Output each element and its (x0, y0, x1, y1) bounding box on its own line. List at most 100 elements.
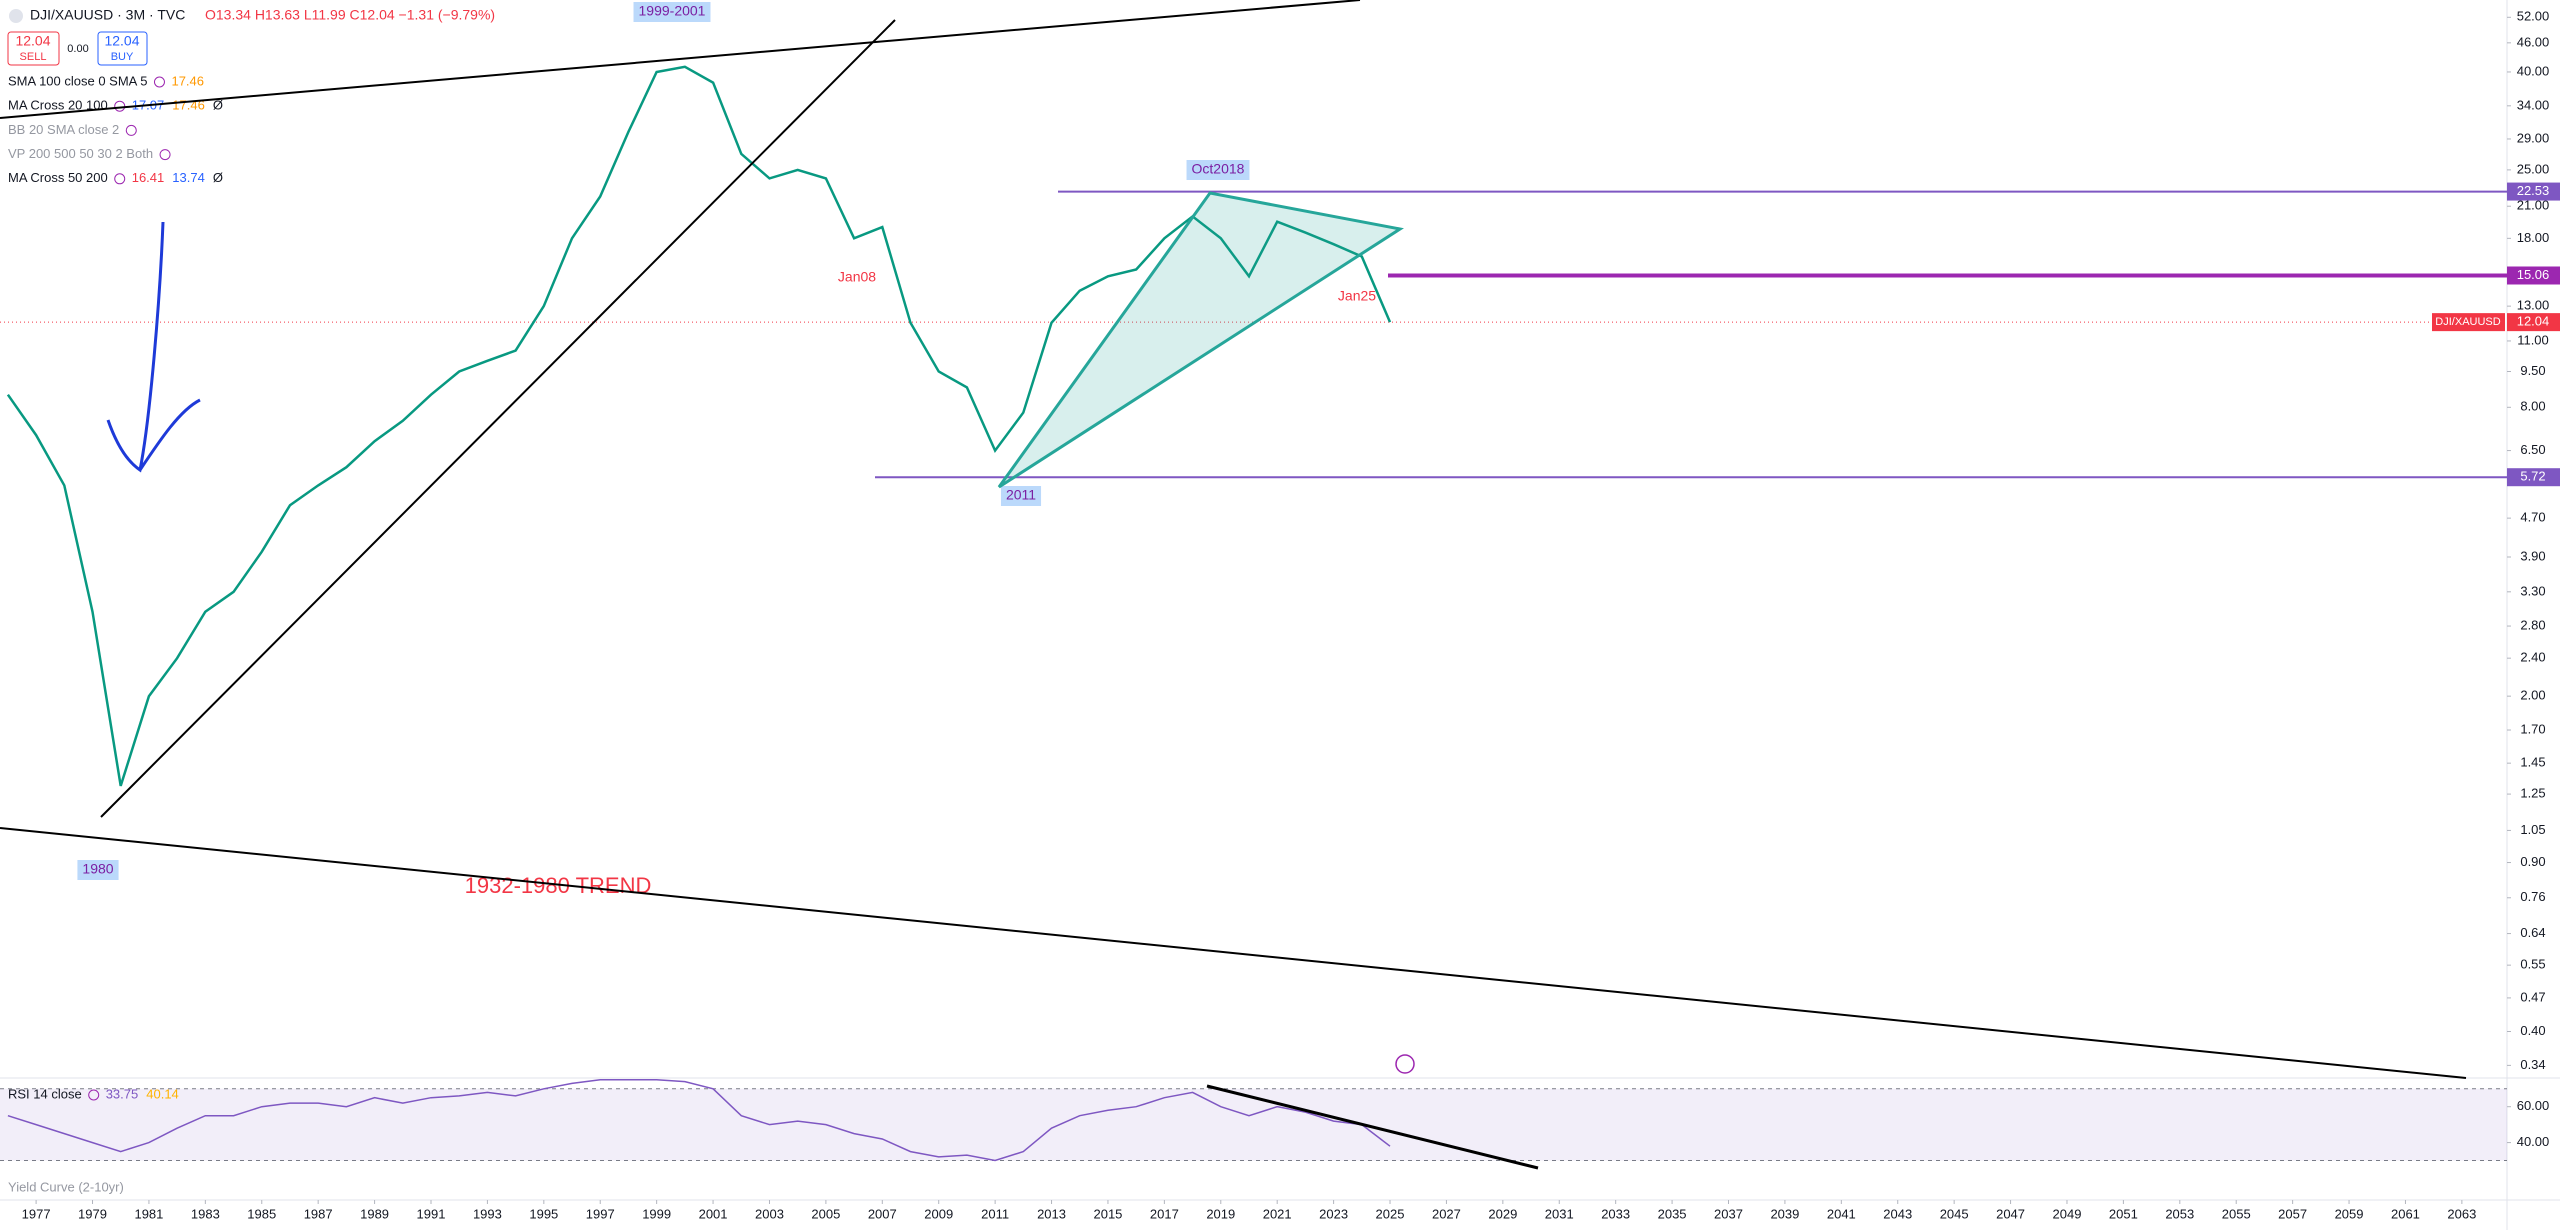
last-price-tag (2507, 313, 2560, 332)
buy-button[interactable]: 12.04 BUY (97, 31, 148, 66)
symbol-icon (9, 9, 23, 23)
annotation: 1999-2001 (639, 3, 706, 19)
ohlc: O13.34 H13.63 L11.99 C12.04 −1.31 (−9.79… (205, 7, 495, 23)
indicator-name[interactable]: BB 20 SMA close 2 (8, 122, 119, 137)
y-tick-label: 9.50 (2520, 363, 2545, 378)
x-tick-label: 2019 (1206, 1206, 1235, 1221)
x-tick-label: 2045 (1940, 1206, 1969, 1221)
indicator-value: 13.74 (172, 170, 205, 185)
indicator-settings-icon[interactable] (153, 76, 165, 88)
y-tick-label: 0.55 (2520, 957, 2545, 972)
indicator-settings-icon[interactable] (159, 149, 171, 161)
x-tick-label: 2055 (2222, 1206, 2251, 1221)
indicator-list: SMA 100 close 0 SMA 5 17.46 MA Cross 20 10… (8, 73, 223, 185)
x-tick-label: 2021 (1263, 1206, 1292, 1221)
x-tick-label: 2015 (1093, 1206, 1122, 1221)
indicator-value: 17.46 (171, 73, 204, 88)
level-tag-label: 5.72 (2520, 469, 2545, 484)
sell-box[interactable] (7, 31, 60, 66)
x-tick-label: 2041 (1827, 1206, 1856, 1221)
y-tick-label: 0.40 (2520, 1023, 2545, 1038)
x-tick-label: 2011 (981, 1206, 1009, 1221)
y-tick-label: 2.00 (2520, 688, 2545, 703)
x-tick-label: 2017 (1150, 1206, 1179, 1221)
annotation: Jan25 (1338, 288, 1376, 304)
y-tick-label: 2.80 (2520, 617, 2545, 632)
rsi-line (7, 1079, 1391, 1162)
x-tick-label: 2025 (1376, 1206, 1405, 1221)
y-tick-label: 1.25 (2520, 786, 2545, 801)
y-tick-label: 1.05 (2520, 822, 2545, 837)
indicator-name[interactable]: SMA 100 close 0 SMA 5 (8, 73, 147, 88)
y-tick-label: 1.45 (2520, 755, 2545, 770)
x-tick-label: 1997 (586, 1206, 615, 1221)
symbol: DJI/XAUUSD · 3M · TVC (30, 7, 185, 23)
indicator-name[interactable]: MA Cross 20 100 (8, 98, 108, 113)
x-tick-label: 1989 (360, 1206, 389, 1221)
level-tag-label: 15.06 (2517, 267, 2550, 282)
x-tick-label: 2035 (1658, 1206, 1687, 1221)
x-tick-label: 2003 (755, 1206, 784, 1221)
buy-label[interactable]: BUY (111, 51, 134, 63)
x-tick-label: 1983 (191, 1206, 220, 1221)
x-tick-label: 2031 (1545, 1206, 1574, 1221)
y-tick-label: 3.90 (2520, 548, 2545, 563)
x-tick-label: 1999 (642, 1206, 671, 1221)
overlay-label: Yield Curve (2-10yr) (8, 1179, 124, 1194)
x-tick-label: 2047 (1996, 1206, 2025, 1221)
x-tick-label: 1995 (529, 1206, 558, 1221)
sell-price[interactable]: 12.04 (15, 33, 50, 49)
y-tick-label: 2.40 (2520, 650, 2545, 665)
rsi-title: RSI 14 close (8, 1086, 82, 1101)
indicator-name[interactable]: MA Cross 50 200 (8, 170, 108, 185)
alert-icon (1395, 1054, 1415, 1074)
level-tag (2507, 266, 2560, 285)
indicator-settings-icon[interactable] (88, 1089, 100, 1101)
x-tick-label: 1981 (134, 1206, 163, 1221)
trend-line (0, 827, 2467, 1079)
hand-drawing (106, 221, 201, 473)
level-tag (2507, 468, 2560, 487)
x-tick-label: 2051 (2109, 1206, 2138, 1221)
x-tick-label: 1991 (417, 1206, 446, 1221)
annotation-box (633, 2, 711, 22)
buy-box[interactable] (97, 31, 148, 66)
y-tick-label: 0.34 (2520, 1057, 2545, 1072)
x-tick-label: 2049 (2053, 1206, 2082, 1221)
y-tick-label: 3.30 (2520, 583, 2545, 598)
y-tick-label: 0.47 (2520, 989, 2545, 1004)
indicator-name[interactable]: VP 200 500 50 30 2 Both (8, 146, 153, 161)
y-tick-label: 52.00 (2517, 9, 2550, 24)
x-tick-label: 2001 (699, 1206, 728, 1221)
y-tick-label: 4.70 (2520, 510, 2545, 525)
x-tick-label: 2033 (1601, 1206, 1630, 1221)
annotation-box (1000, 486, 1042, 506)
x-tick-label: 2027 (1432, 1206, 1461, 1221)
x-tick-label: 2053 (2165, 1206, 2194, 1221)
indicator-value: 16.41 (132, 170, 165, 185)
annotation-box (1186, 160, 1250, 180)
level-tag-label: 22.53 (2517, 183, 2550, 198)
rsi-band (0, 1088, 2507, 1161)
y-tick-label: 8.00 (2520, 399, 2545, 414)
y-tick-label: 0.90 (2520, 854, 2545, 869)
y-tick-label: 0.76 (2520, 889, 2545, 904)
x-tick-label: 1977 (22, 1206, 51, 1221)
annotation-box (77, 860, 119, 880)
sell-label[interactable]: SELL (20, 51, 47, 63)
indicator-value: Ø (213, 170, 223, 185)
x-tick-label: 2061 (2391, 1206, 2420, 1221)
x-tick-label: 2063 (2447, 1206, 2476, 1221)
annotation: Oct2018 (1192, 161, 1245, 177)
y-tick-label: 0.64 (2520, 925, 2545, 940)
annotation: Jan08 (838, 269, 876, 285)
sell-button[interactable]: 12.04 SELL (7, 31, 60, 66)
x-tick-label: 1985 (247, 1206, 276, 1221)
rsi-trend-line (1206, 1084, 1539, 1170)
indicator-settings-icon[interactable] (125, 124, 137, 136)
y-tick-label: 60.00 (2517, 1098, 2550, 1113)
indicator-settings-icon[interactable] (114, 173, 126, 185)
buy-price[interactable]: 12.04 (104, 33, 139, 49)
